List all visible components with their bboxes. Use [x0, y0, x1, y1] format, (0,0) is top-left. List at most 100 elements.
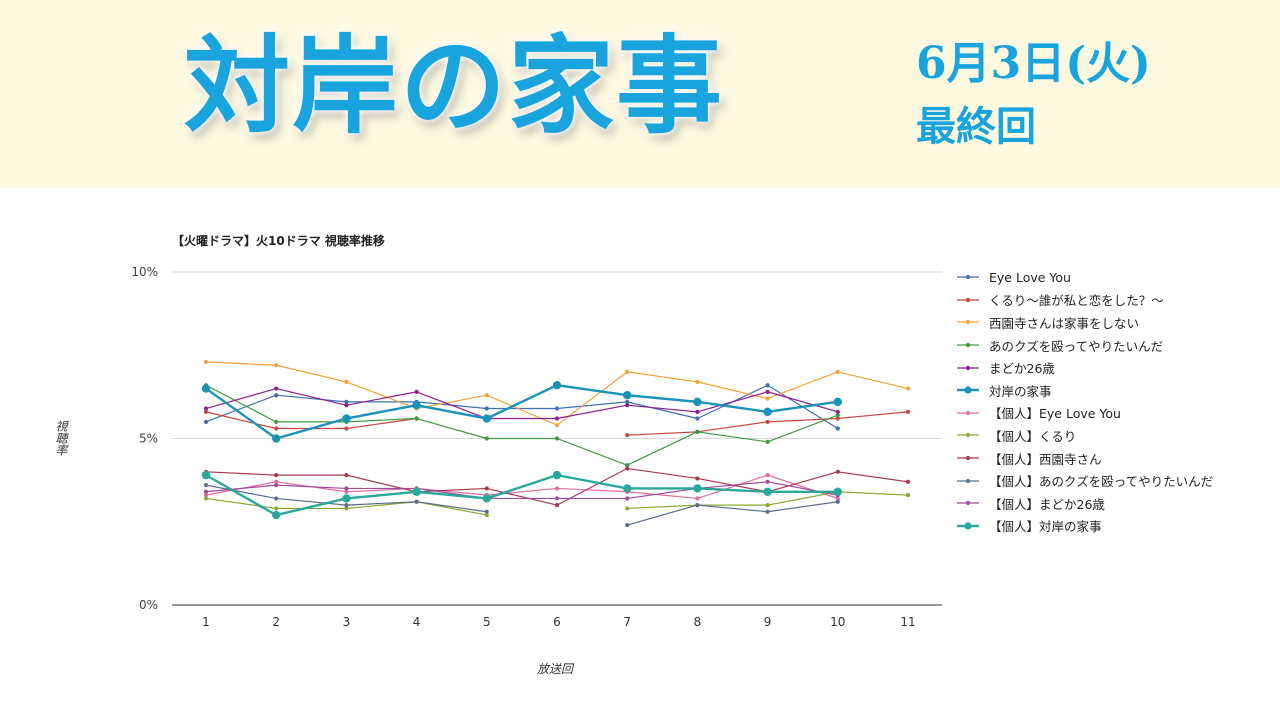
data-point — [625, 522, 630, 528]
x-tick-label: 10 — [830, 615, 845, 629]
series-line — [205, 481, 838, 500]
data-point — [554, 416, 560, 421]
legend-label: 【個人】Eye Love You — [989, 406, 1121, 422]
y-tick-label: 5% — [139, 432, 158, 446]
legend-swatch — [957, 297, 979, 302]
data-point — [414, 389, 419, 394]
data-point — [412, 487, 421, 496]
data-point — [623, 484, 632, 493]
data-point — [763, 407, 772, 417]
data-point — [625, 463, 630, 468]
chart-title: 【火曜ドラマ】火10ドラマ 視聴率推移 — [172, 234, 385, 248]
data-point — [765, 503, 770, 508]
data-point — [765, 473, 770, 478]
data-point — [835, 469, 840, 474]
air-date: 6月3日(火) — [916, 38, 1151, 89]
legend-label: 【個人】くるり — [989, 428, 1077, 444]
data-point — [765, 509, 770, 514]
data-point — [274, 479, 279, 484]
data-point — [695, 476, 700, 481]
legend-swatch — [957, 433, 979, 438]
legend-label: 【個人】西園寺さん — [989, 451, 1102, 467]
legend-label: くるり〜誰が私と恋をした？〜 — [989, 293, 1164, 309]
legend-swatch — [957, 522, 979, 530]
data-point — [482, 494, 491, 503]
data-point — [484, 512, 489, 518]
legend-label: まどか26歳 — [989, 361, 1055, 377]
y-tick-label: 0% — [139, 598, 158, 612]
data-point — [484, 406, 489, 411]
data-point — [833, 487, 842, 496]
data-point — [765, 389, 770, 394]
data-point — [905, 479, 911, 484]
legend-label: 【個人】対岸の家事 — [989, 519, 1102, 535]
x-tick-label: 2 — [272, 615, 280, 629]
data-point — [625, 496, 630, 501]
data-point — [274, 506, 279, 511]
data-point — [484, 486, 489, 491]
series-5 — [203, 386, 840, 421]
data-point — [274, 496, 279, 501]
data-point — [344, 379, 349, 384]
legend-item: 【個人】Eye Love You — [955, 402, 1213, 425]
legend-item: あのクズを殴ってやりたいんだ — [955, 334, 1213, 357]
data-point — [344, 426, 349, 431]
data-point — [835, 496, 840, 501]
data-point — [554, 486, 560, 491]
legend-item: 【個人】あのクズを殴ってやりたいんだ — [955, 469, 1213, 492]
data-point — [274, 363, 279, 368]
data-point — [695, 416, 700, 421]
data-point — [763, 487, 772, 496]
data-point — [693, 397, 702, 407]
data-point — [344, 403, 349, 408]
x-tick-label: 11 — [900, 615, 915, 629]
data-point — [695, 429, 700, 434]
data-point — [414, 499, 419, 504]
data-point — [695, 409, 700, 414]
data-point — [695, 379, 700, 384]
series-3 — [203, 359, 911, 428]
data-point — [905, 409, 911, 414]
series-line — [205, 384, 838, 440]
legend-label: 【個人】あのクズを殴ってやりたいんだ — [989, 474, 1214, 490]
series-line — [205, 384, 839, 466]
data-point — [272, 510, 281, 520]
legend-item: 対岸の家事 — [955, 379, 1213, 402]
x-tick-label: 6 — [553, 615, 561, 629]
x-tick-label: 3 — [343, 615, 351, 629]
data-point — [835, 413, 840, 418]
data-point — [203, 419, 209, 424]
legend-label: Eye Love You — [989, 269, 1071, 285]
legend-item: 【個人】まどか26歳 — [955, 492, 1213, 515]
legend-swatch — [957, 386, 979, 394]
legend-item: 【個人】対岸の家事 — [955, 515, 1213, 538]
legend-swatch — [957, 410, 979, 415]
series-6 — [201, 381, 842, 443]
data-point — [274, 419, 279, 424]
data-point — [344, 473, 349, 478]
legend-swatch — [957, 320, 979, 325]
data-point — [835, 416, 840, 421]
data-point — [203, 496, 209, 501]
data-point — [905, 386, 911, 391]
legend-swatch — [957, 365, 979, 370]
data-point — [203, 489, 209, 494]
data-point — [342, 414, 351, 423]
series-10 — [203, 483, 840, 528]
data-point — [203, 483, 209, 488]
data-point — [625, 369, 630, 374]
y-axis-label: 視聴率 — [54, 420, 68, 456]
series-12 — [201, 470, 842, 520]
data-point — [344, 486, 349, 491]
episode-note: 最終回 — [916, 104, 1036, 150]
legend-label: 対岸の家事 — [989, 383, 1052, 399]
data-point — [274, 426, 279, 431]
data-point — [274, 386, 279, 391]
data-point — [274, 393, 279, 398]
data-point — [203, 359, 209, 365]
data-point — [484, 436, 489, 441]
x-tick-label: 7 — [623, 615, 631, 629]
data-point — [203, 406, 209, 411]
x-tick-label: 4 — [413, 615, 421, 629]
